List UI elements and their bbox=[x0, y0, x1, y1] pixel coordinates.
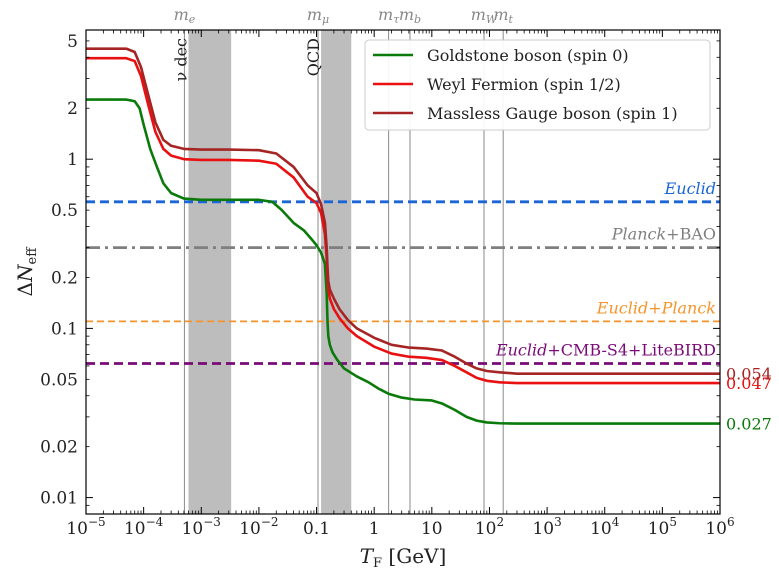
series-end-label-2: 0.054 bbox=[726, 365, 772, 384]
x-tick-label-8: 103 bbox=[532, 515, 561, 539]
x-tick-label-5: 1 bbox=[369, 519, 380, 539]
threshold-label-sym: m bbox=[493, 5, 508, 24]
x-tick-base: 0.1 bbox=[303, 519, 330, 539]
x-tick-exp: 2 bbox=[496, 515, 504, 529]
y-axis-title: ΔNeff bbox=[13, 246, 40, 297]
x-axis-title-unit: [GeV] bbox=[382, 544, 446, 568]
threshold-label-sym: m bbox=[399, 5, 414, 24]
x-axis-title: TF [GeV] bbox=[360, 544, 447, 571]
x-tick-base: 10 bbox=[705, 519, 727, 539]
y-tick-label-3: 0.1 bbox=[51, 319, 78, 339]
threshold-label-sub: b bbox=[414, 13, 421, 26]
x-tick-label-4: 0.1 bbox=[303, 519, 330, 539]
legend-label-2: Massless Gauge boson (spin 1) bbox=[427, 104, 678, 123]
y-axis-title-main: N bbox=[13, 263, 37, 283]
series-end-label-1: 0.047 bbox=[726, 374, 772, 393]
bound-label-part: Planck bbox=[611, 225, 666, 244]
band-label-0: ν dec bbox=[171, 38, 190, 82]
legend-label-0: Goldstone boson (spin 0) bbox=[427, 46, 629, 65]
threshold-label-sub: t bbox=[509, 13, 514, 26]
x-tick-exp: −3 bbox=[203, 515, 221, 529]
x-axis-title-sub: F bbox=[373, 556, 382, 571]
x-tick-label-11: 106 bbox=[705, 515, 734, 539]
bound-label-0: Euclid bbox=[664, 179, 716, 198]
y-tick-label-6: 1 bbox=[67, 150, 78, 170]
threshold-label-sub: W bbox=[486, 13, 499, 26]
x-tick-base: 10 bbox=[648, 519, 670, 539]
threshold-label-sub: τ bbox=[393, 13, 400, 26]
x-tick-label-10: 105 bbox=[648, 515, 677, 539]
x-tick-label-9: 104 bbox=[590, 515, 620, 539]
x-tick-exp: −4 bbox=[146, 515, 164, 529]
x-tick-base: 10 bbox=[124, 519, 146, 539]
series-end-label-0: 0.027 bbox=[726, 415, 772, 434]
x-tick-label-1: 10−4 bbox=[124, 515, 164, 539]
threshold-label-4: mW bbox=[471, 5, 499, 26]
y-tick-label-2: 0.05 bbox=[40, 370, 78, 390]
x-tick-base: 10 bbox=[239, 519, 261, 539]
threshold-label-sub: μ bbox=[322, 13, 329, 26]
threshold-label-3: mb bbox=[399, 5, 421, 26]
y-tick-label-7: 2 bbox=[67, 99, 78, 119]
x-tick-exp: −2 bbox=[261, 515, 279, 529]
x-tick-base: 10 bbox=[182, 519, 204, 539]
bound-label-part: Euclid bbox=[495, 341, 547, 360]
threshold-label-1: mμ bbox=[307, 5, 329, 26]
threshold-label-sym: m bbox=[307, 5, 322, 24]
legend-box bbox=[364, 39, 711, 131]
bound-label-1: Planck+BAO bbox=[611, 225, 716, 244]
x-tick-base: 1 bbox=[369, 519, 380, 539]
x-tick-exp: 4 bbox=[612, 515, 620, 529]
x-tick-base: 10 bbox=[421, 519, 443, 539]
x-tick-label-2: 10−3 bbox=[182, 515, 221, 539]
threshold-label-sub: e bbox=[189, 13, 196, 26]
x-tick-base: 10 bbox=[475, 519, 497, 539]
band-0 bbox=[188, 30, 232, 514]
x-tick-exp: −5 bbox=[88, 515, 106, 529]
y-tick-label-4: 0.2 bbox=[51, 268, 78, 288]
threshold-label-2: mτ bbox=[378, 5, 400, 26]
y-axis-title-sub: eff bbox=[25, 246, 40, 265]
bound-label-part: + bbox=[648, 298, 661, 317]
x-tick-label-6: 10 bbox=[421, 519, 443, 539]
x-tick-base: 10 bbox=[66, 519, 88, 539]
bound-label-part: +BAO bbox=[666, 225, 716, 244]
bound-label-part: Euclid bbox=[596, 298, 648, 317]
bound-label-3: Euclid+CMB-S4+LiteBIRD bbox=[495, 341, 716, 360]
plot-frame bbox=[85, 29, 721, 515]
bound-label-2: Euclid+Planck bbox=[596, 298, 716, 317]
threshold-label-sym: m bbox=[174, 5, 189, 24]
x-tick-base: 10 bbox=[532, 519, 554, 539]
x-tick-exp: 5 bbox=[669, 515, 677, 529]
bound-label-part: Planck bbox=[661, 298, 716, 317]
y-axis-title-delta: Δ bbox=[13, 282, 37, 296]
x-tick-base: 10 bbox=[590, 519, 612, 539]
y-tick-label-1: 0.02 bbox=[40, 438, 78, 458]
series-line-0 bbox=[86, 98, 720, 425]
legend-label-1: Weyl Fermion (spin 1/2) bbox=[427, 75, 621, 94]
bound-label-part: Euclid bbox=[664, 179, 716, 198]
threshold-label-5: mt bbox=[493, 5, 513, 26]
x-tick-exp: 6 bbox=[727, 515, 735, 529]
threshold-label-sym: m bbox=[378, 5, 393, 24]
x-tick-label-0: 10−5 bbox=[66, 515, 105, 539]
threshold-label-0: me bbox=[174, 5, 196, 26]
threshold-label-sym: m bbox=[471, 5, 486, 24]
bound-label-part: +CMB-S4+LiteBIRD bbox=[547, 341, 716, 360]
series-line-1 bbox=[86, 56, 720, 385]
series-line-2 bbox=[86, 47, 720, 375]
band-label-1: QCD bbox=[304, 38, 323, 76]
x-tick-label-3: 10−2 bbox=[239, 515, 278, 539]
x-tick-label-7: 102 bbox=[475, 515, 504, 539]
x-tick-exp: 3 bbox=[554, 515, 562, 529]
y-tick-label-0: 0.01 bbox=[40, 489, 78, 509]
y-tick-label-5: 0.5 bbox=[51, 201, 78, 221]
x-axis-title-main: T bbox=[360, 544, 375, 568]
y-tick-label-8: 5 bbox=[67, 32, 78, 52]
